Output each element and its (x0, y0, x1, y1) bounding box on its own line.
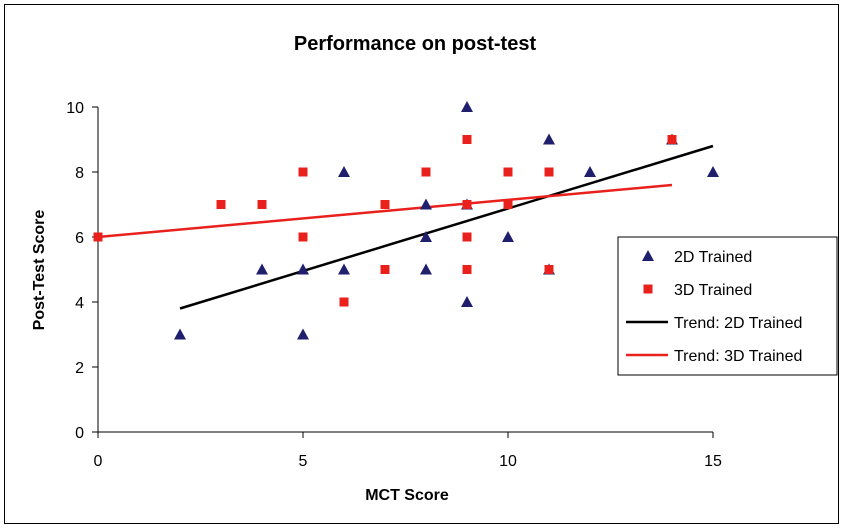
square-point (462, 200, 472, 209)
square-point (380, 200, 390, 209)
square-point (298, 167, 308, 177)
square-point (462, 232, 472, 242)
x-tick-label: 10 (499, 453, 517, 470)
axis-ticks: 0 5 10 15 0 2 4 6 8 10 (66, 100, 722, 470)
triangle-point (461, 101, 473, 112)
y-tick-label: 4 (75, 295, 84, 312)
triangle-point (297, 263, 309, 275)
triangle-point (174, 328, 186, 340)
x-tick-label: 0 (94, 453, 103, 470)
triangle-point (420, 263, 432, 275)
y-tick-label: 6 (75, 230, 84, 247)
triangle-point (297, 328, 309, 340)
square-point (339, 297, 349, 307)
triangle-point (256, 263, 268, 275)
square-point (380, 265, 390, 274)
square-point (503, 167, 513, 177)
square-point (257, 200, 267, 209)
triangle-point (584, 166, 596, 177)
chart-title: Performance on post-test (294, 33, 537, 55)
triangle-point (502, 231, 514, 242)
square-point (544, 167, 554, 177)
x-tick-label: 5 (299, 453, 308, 470)
triangle-point (338, 263, 350, 275)
x-tick-label: 15 (704, 453, 722, 470)
legend-label: Trend: 3D Trained (674, 348, 802, 365)
y-tick-label: 0 (75, 425, 84, 442)
square-point (298, 232, 308, 242)
triangle-point (642, 250, 654, 261)
y-tick-label: 10 (66, 100, 84, 117)
square-point (93, 232, 103, 242)
trendline (179, 144, 714, 310)
triangle-point (420, 231, 432, 242)
square-point (503, 200, 513, 209)
triangle-point (338, 166, 350, 177)
square-point (643, 284, 653, 294)
square-point (544, 265, 554, 274)
triangle-point (543, 133, 555, 145)
legend: 2D Trained 3D Trained Trend: 2D Trained Tre… (626, 249, 802, 365)
y-axis-title: Post-Test Score (31, 210, 48, 331)
square-point (462, 265, 472, 274)
y-tick-label: 8 (75, 165, 84, 182)
y-tick-label: 2 (75, 360, 84, 377)
trendlines (97, 144, 714, 310)
square-point (216, 200, 226, 209)
legend-label: 2D Trained (674, 249, 752, 266)
legend-label: Trend: 2D Trained (674, 315, 802, 332)
x-axis-title: MCT Score (365, 487, 449, 504)
triangle-point (461, 296, 473, 307)
triangle-point (420, 198, 432, 210)
square-point (462, 135, 472, 144)
legend-label: 3D Trained (674, 282, 752, 299)
legend-box (617, 236, 838, 376)
square-point (667, 135, 677, 144)
trendline (97, 183, 673, 239)
square-point (421, 167, 431, 177)
data-points (93, 101, 719, 340)
triangle-point (707, 166, 719, 177)
